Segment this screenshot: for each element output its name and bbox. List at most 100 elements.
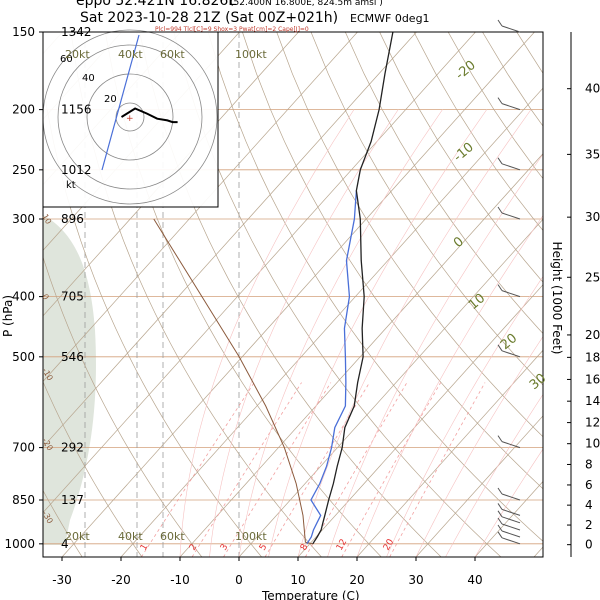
isotherm-label: 30	[527, 371, 549, 393]
wind-barb-feather	[497, 503, 503, 510]
dry-adiabat-line	[344, 32, 543, 335]
p-tick-label: 400	[12, 290, 35, 304]
wind-scale-bottom-label: 20kt	[65, 530, 90, 543]
mixing-ratio-label: 5	[258, 543, 270, 553]
x-tick-label: 0	[235, 573, 243, 587]
hodo-ring-label: 40	[82, 73, 95, 84]
height-tick-label: 16	[585, 372, 600, 386]
wind-barb-feather	[497, 97, 503, 104]
mixing-ratio-label: 1	[139, 543, 151, 553]
wind-barb-feather	[497, 344, 503, 352]
wind-scale-top-label: 40kt	[118, 48, 143, 61]
dry-adiabat-line	[43, 489, 83, 557]
wind-barb	[501, 290, 521, 298]
mixing-ratio-label: 2	[188, 543, 200, 553]
axes: 1502002503004005007008501000134211561012…	[1, 25, 600, 587]
p-tick-label: 250	[12, 163, 35, 177]
p-tick-label: 300	[12, 212, 35, 226]
mixing-ratio-line	[389, 382, 486, 557]
dry-adiabat-line	[242, 32, 543, 490]
dry-adiabat-line	[173, 32, 502, 557]
isotherm-label: -10	[451, 140, 477, 165]
wind-scale-bottom-label: 60kt	[160, 530, 185, 543]
titles: eppo 52.421N 16.826E (52.400N 16.800E, 8…	[76, 0, 430, 600]
x-tick-label: -20	[111, 573, 131, 587]
isotherm-label: 10	[466, 291, 488, 313]
wind-barb	[501, 523, 521, 531]
mixing-ratio-line	[191, 382, 302, 557]
wind-barb	[501, 25, 521, 33]
isotherm-line	[43, 32, 299, 317]
p-tick-label: 150	[12, 25, 35, 39]
dry-adiabat-label: 10	[40, 213, 53, 226]
hodo-trace	[120, 107, 178, 124]
mixing-ratio-label: 3	[219, 543, 231, 553]
isotherm-line	[43, 32, 417, 448]
mixing-ratio-line	[341, 382, 442, 557]
wind-barb-feather	[497, 206, 503, 214]
wind-barb	[501, 530, 521, 538]
chart-title-1-extra: (52.400N 16.800E, 824.5m amsl )	[230, 0, 383, 8]
wind-barb-feather	[497, 531, 503, 539]
wind-barb	[501, 350, 521, 358]
hodo-origin: +	[126, 114, 134, 124]
hodo-ring	[57, 44, 203, 190]
mixing-ratio-label: 8	[299, 542, 311, 552]
mixing-ratio-label: 12	[335, 538, 349, 553]
dry-adiabat-line	[43, 255, 203, 557]
height-tick-label: 10	[585, 437, 600, 451]
moist-adiabat-line	[209, 109, 399, 557]
isotherm-line	[43, 32, 476, 514]
hodo-blue-line	[101, 34, 140, 171]
chart-title-1: eppo 52.421N 16.826E	[76, 0, 237, 9]
x-tick-label: 10	[290, 573, 305, 587]
moist-adiabat-line	[297, 109, 532, 557]
height-label: 4	[61, 537, 69, 551]
wind-scale-bottom-label: 100kt	[235, 530, 267, 543]
height-tick-label: 6	[585, 478, 593, 492]
wind-barb	[501, 441, 521, 449]
hodo-kt: kt	[66, 180, 76, 191]
height-tick-label: 30	[585, 210, 600, 224]
wind-barb	[501, 163, 521, 171]
p-tick-label: 1000	[4, 537, 35, 551]
moist-adiabat-line	[474, 448, 543, 557]
wind-barbs	[497, 19, 521, 545]
height-tick-label: 40	[585, 82, 600, 96]
p-tick-label: 700	[12, 441, 35, 455]
height-label: 896	[61, 212, 84, 226]
height-tick-label: 35	[585, 147, 600, 161]
height-tick-label: 20	[585, 328, 600, 342]
height-tick-label: 12	[585, 416, 600, 430]
isotherm-line	[356, 349, 543, 557]
model-label: ECMWF 0deg1	[350, 12, 430, 25]
temperature-line	[312, 32, 394, 545]
moist-adiabat-line	[268, 109, 487, 557]
height-label: 705	[61, 290, 84, 304]
profiles	[153, 32, 394, 545]
isotherm-line	[474, 480, 543, 557]
isotherm-line	[238, 218, 543, 557]
wind-barb-feather	[497, 435, 503, 442]
dry-adiabat-line	[482, 32, 543, 127]
wind-barb-feather	[497, 157, 503, 165]
x-tick-label: -10	[170, 573, 190, 587]
wind-scale-top-label: 20kt	[65, 48, 90, 61]
moist-adiabat-line	[445, 393, 543, 557]
isotherm-line	[120, 87, 543, 557]
parcel-line	[153, 218, 313, 545]
mixing-ratio-line	[223, 382, 332, 557]
hodo-ring-label: 20	[104, 94, 117, 105]
dry-adiabat-line	[310, 32, 543, 386]
height-label: 1012	[61, 163, 92, 177]
dry-adiabat-line	[207, 32, 543, 542]
y-axis-label: P (hPa)	[1, 295, 15, 337]
x-tick-label: 20	[349, 573, 364, 587]
isotherm-line	[297, 284, 543, 557]
wind-scale-bottom-label: 40kt	[118, 530, 143, 543]
moist-adiabat-line	[238, 109, 443, 557]
wind-barb-feather	[497, 487, 503, 495]
dry-adiabat-line	[43, 81, 262, 557]
wind-barb	[501, 212, 521, 220]
